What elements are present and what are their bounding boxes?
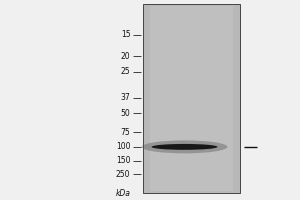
Text: 50: 50	[121, 109, 130, 118]
Text: 37: 37	[121, 93, 130, 102]
Text: 15: 15	[121, 30, 130, 39]
Text: 100: 100	[116, 142, 130, 151]
Text: 75: 75	[121, 128, 130, 137]
Text: 150: 150	[116, 156, 130, 165]
Bar	[142, 4, 240, 193]
Text: 250: 250	[116, 170, 130, 179]
Ellipse shape	[142, 140, 227, 153]
Text: 20: 20	[121, 52, 130, 61]
Text: 25: 25	[121, 67, 130, 76]
Bar	[150, 6, 233, 191]
Ellipse shape	[152, 144, 218, 150]
Text: kDa: kDa	[116, 189, 130, 198]
